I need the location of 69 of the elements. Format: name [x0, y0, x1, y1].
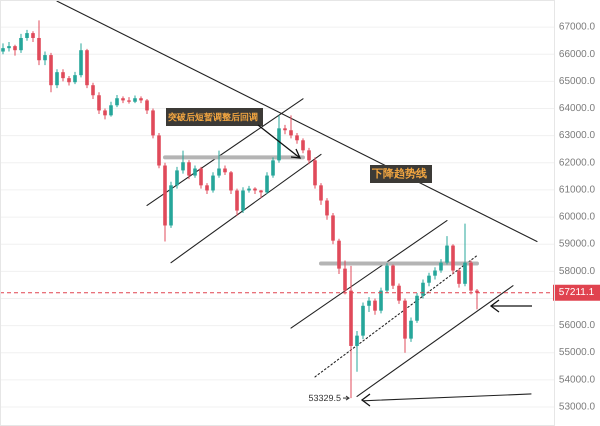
candlestick: [265, 172, 269, 195]
candlestick: [1, 42, 5, 55]
candlestick: [61, 68, 65, 82]
y-tick-label: 55000.0: [558, 347, 596, 358]
candlestick: [463, 223, 467, 287]
candlestick: [13, 44, 17, 56]
candlestick: [391, 264, 395, 290]
candlestick: [355, 330, 359, 372]
candlestick: [289, 114, 293, 139]
candlestick: [67, 75, 71, 86]
candlestick: [145, 98, 149, 114]
candlestick: [433, 266, 437, 280]
candlestick: [325, 198, 329, 220]
y-tick-label: 67000.0: [558, 22, 596, 33]
candlestick: [427, 272, 431, 287]
candlestick: [223, 165, 227, 176]
candlestick: [193, 165, 197, 178]
y-tick-label: 53000.0: [558, 402, 596, 413]
candlestick: [25, 29, 29, 42]
candlestick: [409, 316, 413, 342]
candlestick: [103, 108, 107, 120]
candlestick: [181, 150, 185, 174]
candlestick: [421, 278, 425, 299]
candlestick: [229, 170, 233, 195]
candlestick: [43, 51, 47, 66]
candlestick: [7, 42, 11, 52]
y-tick-label: 54000.0: [558, 374, 596, 386]
y-tick-label: 60000.0: [558, 212, 596, 223]
annotation: 突破后短暂调整后回调: [167, 112, 258, 122]
candlestick: [187, 160, 191, 180]
candlestick: [445, 236, 449, 266]
annotation: 53329.5: [308, 393, 341, 404]
y-tick-label: 64000.0: [558, 103, 596, 114]
candlestick: [211, 172, 215, 194]
candlestick: [205, 182, 209, 195]
candlestick: [91, 82, 95, 100]
candlestick: [37, 20, 41, 66]
y-tick-label: 61000.0: [558, 184, 596, 196]
y-tick-label: 65000.0: [558, 76, 596, 87]
candlestick: [235, 188, 239, 216]
candlestick: [439, 258, 443, 274]
candlestick: [241, 186, 245, 214]
candlestick: [367, 296, 371, 313]
y-tick-label: 56000.0: [558, 320, 596, 332]
candlestick: [217, 150, 221, 178]
y-tick-label: 62000.0: [558, 157, 596, 168]
y-tick-label: 59000.0: [558, 238, 596, 250]
candlestick: [31, 30, 35, 43]
candlestick: [109, 101, 113, 118]
candlestick: [73, 71, 77, 85]
candlestick: [55, 68, 59, 89]
y-tick-label: 63000.0: [558, 130, 596, 142]
y-tick-label: 66000.0: [558, 48, 596, 60]
candlestick: [295, 132, 299, 144]
candlestick: [307, 147, 311, 165]
candlestick: [319, 182, 323, 206]
y-tick-label: 58000.0: [558, 266, 596, 277]
candlestick: [457, 268, 461, 288]
candlestick: [379, 287, 383, 314]
candlestick: [301, 138, 305, 154]
candlestick: [271, 156, 275, 178]
candlestick: [199, 166, 203, 190]
candlestick: [19, 33, 23, 54]
annotation: 下降趋势线: [371, 167, 427, 180]
candlestick: [115, 94, 119, 108]
candlestick: [97, 92, 101, 114]
candlestick: [373, 298, 377, 316]
ref-line-label: 57211.1: [558, 287, 595, 298]
candlestick: [175, 166, 179, 190]
